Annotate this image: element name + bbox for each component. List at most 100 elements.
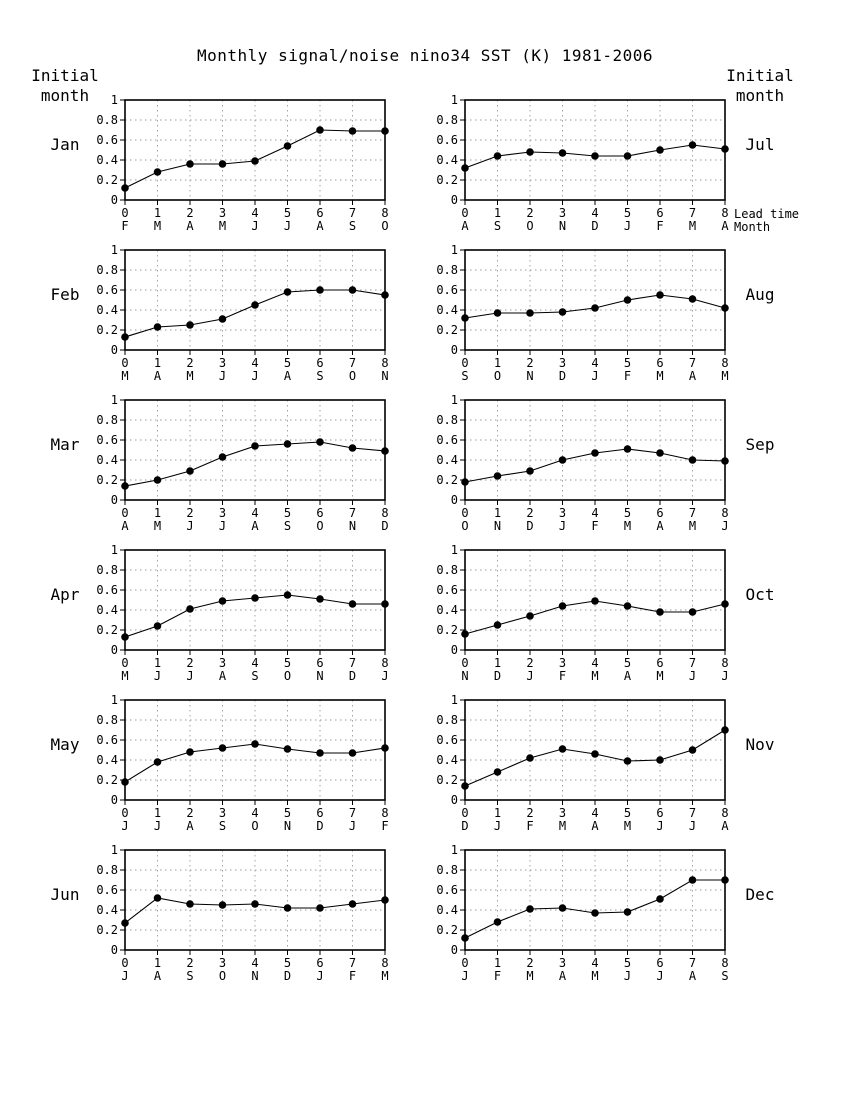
x-tick-label: 4: [591, 356, 598, 370]
target-month-label: A: [721, 819, 729, 833]
x-tick-label: 3: [559, 356, 566, 370]
initial-month-label: Mar: [51, 435, 80, 454]
initial-month-label: Sep: [746, 435, 775, 454]
y-tick-label: 0.4: [96, 753, 118, 767]
target-month-label: A: [591, 819, 599, 833]
data-point: [558, 602, 567, 610]
y-tick-label: 0.2: [436, 923, 458, 937]
x-tick-label: 4: [251, 206, 258, 220]
data-point: [493, 472, 502, 480]
target-month-label: S: [349, 219, 356, 233]
x-tick-label: 1: [494, 206, 501, 220]
target-month-label: M: [721, 369, 728, 383]
initial-month-label: Jul: [746, 135, 775, 154]
data-point: [656, 146, 664, 154]
x-tick-label: 3: [219, 356, 226, 370]
target-month-label: M: [591, 669, 598, 683]
target-month-label: M: [186, 369, 193, 383]
x-tick-label: 6: [656, 806, 663, 820]
data-point: [591, 597, 599, 605]
target-month-label: M: [656, 369, 663, 383]
x-tick-label: 1: [494, 356, 501, 370]
y-tick-label: 0: [111, 793, 118, 807]
data-point: [153, 168, 162, 176]
y-tick-label: 0.4: [436, 903, 458, 917]
target-month-label: M: [154, 219, 161, 233]
target-month-label: M: [559, 819, 566, 833]
data-point: [461, 934, 469, 942]
data-point: [251, 157, 259, 165]
x-tick-label: 3: [559, 506, 566, 520]
data-point: [121, 919, 129, 927]
data-point: [218, 315, 227, 323]
x-tick-label: 1: [154, 356, 161, 370]
target-month-label: J: [154, 819, 161, 833]
data-point: [153, 758, 162, 766]
target-month-label: N: [251, 969, 258, 983]
y-tick-label: 0: [451, 643, 458, 657]
data-point: [381, 291, 389, 299]
x-tick-label: 5: [624, 806, 631, 820]
x-tick-label: 8: [381, 656, 388, 670]
initial-month-label: May: [51, 735, 80, 754]
x-tick-label: 0: [461, 506, 468, 520]
y-tick-label: 0.6: [436, 583, 458, 597]
data-point: [493, 768, 502, 776]
x-tick-label: 1: [494, 656, 501, 670]
data-point: [251, 900, 259, 908]
y-tick-label: 0: [111, 193, 118, 207]
target-month-label: J: [251, 219, 258, 233]
target-month-label: J: [154, 669, 161, 683]
data-point: [461, 478, 469, 486]
y-tick-label: 0: [451, 943, 458, 957]
x-tick-label: 0: [121, 656, 128, 670]
initial-month-label: Aug: [746, 285, 775, 304]
x-tick-label: 2: [526, 656, 533, 670]
x-tick-label: 6: [656, 356, 663, 370]
x-tick-label: 4: [591, 806, 598, 820]
target-month-label: J: [624, 219, 631, 233]
x-tick-label: 5: [624, 506, 631, 520]
y-tick-label: 0: [451, 343, 458, 357]
target-month-label: O: [219, 969, 226, 983]
target-month-label: J: [689, 669, 696, 683]
y-tick-label: 0: [111, 943, 118, 957]
x-tick-label: 6: [316, 506, 323, 520]
data-point: [218, 160, 227, 168]
data-point: [218, 901, 227, 909]
target-month-label: A: [154, 969, 162, 983]
data-point: [591, 909, 599, 917]
x-tick-label: 2: [186, 956, 193, 970]
target-month-label: J: [689, 819, 696, 833]
target-month-label: J: [721, 519, 728, 533]
target-month-label: N: [284, 819, 291, 833]
data-point: [316, 286, 324, 294]
y-tick-label: 1: [451, 543, 458, 557]
x-tick-label: 6: [656, 206, 663, 220]
target-month-label: A: [121, 519, 129, 533]
y-tick-label: 0.8: [436, 713, 458, 727]
y-tick-label: 0.2: [96, 473, 118, 487]
initial-month-label: Apr: [51, 585, 80, 604]
x-tick-label: 5: [624, 956, 631, 970]
x-tick-label: 3: [219, 806, 226, 820]
target-month-label: J: [121, 819, 128, 833]
y-tick-label: 0.2: [436, 773, 458, 787]
x-tick-label: 5: [624, 206, 631, 220]
data-point: [623, 296, 632, 304]
data-point: [558, 745, 567, 753]
data-point: [461, 782, 469, 790]
x-tick-label: 2: [526, 956, 533, 970]
data-point: [623, 445, 632, 453]
target-month-label: A: [186, 819, 194, 833]
target-month-label: J: [251, 369, 258, 383]
y-tick-label: 0.6: [96, 583, 118, 597]
y-tick-label: 0: [451, 193, 458, 207]
y-tick-label: 0.6: [96, 733, 118, 747]
data-point: [656, 608, 664, 616]
data-point: [121, 184, 129, 192]
data-point: [591, 449, 599, 457]
target-month-label: A: [154, 369, 162, 383]
